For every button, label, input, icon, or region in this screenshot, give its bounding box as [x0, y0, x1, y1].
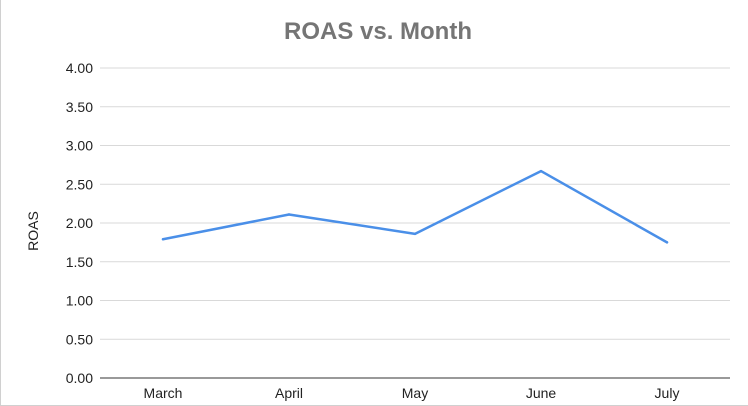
y-tick-label: 0.50	[66, 331, 93, 347]
y-tick-label: 1.50	[66, 254, 93, 270]
x-tick-label: April	[275, 385, 303, 401]
x-tick-labels: March April May June July	[144, 385, 680, 401]
y-tick-label: 2.50	[66, 176, 93, 192]
data-point	[161, 238, 165, 241]
y-tick-label: 3.00	[66, 138, 93, 154]
y-tick-label: 4.00	[66, 60, 93, 76]
data-point	[413, 232, 417, 236]
data-point	[665, 241, 669, 244]
y-tick-label: 0.00	[66, 370, 93, 386]
x-tick-label: May	[402, 385, 428, 401]
x-tick-label: July	[655, 385, 680, 401]
x-tick-label: June	[526, 385, 557, 401]
series-group	[161, 169, 669, 244]
data-point	[287, 213, 291, 216]
series-line	[161, 169, 669, 244]
gridlines	[100, 67, 730, 340]
data-point	[539, 169, 543, 173]
y-tick-label: 2.00	[66, 215, 93, 231]
y-tick-label: 1.00	[66, 293, 93, 309]
chart-title: ROAS vs. Month	[284, 18, 472, 45]
x-tick-label: March	[144, 385, 183, 401]
y-axis-label: ROAS	[25, 211, 41, 251]
y-tick-label: 3.50	[66, 99, 93, 115]
y-tick-labels: 0.00 0.50 1.00 1.50 2.00 2.50 3.00 3.50 4.00	[66, 60, 93, 386]
